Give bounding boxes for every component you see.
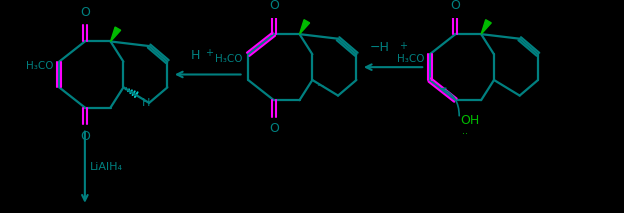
- Text: LiAlH₄: LiAlH₄: [90, 162, 124, 172]
- Polygon shape: [300, 20, 310, 34]
- Text: −H: −H: [369, 41, 389, 54]
- Text: OH: OH: [460, 114, 479, 127]
- Text: H₃CO: H₃CO: [26, 61, 54, 71]
- Polygon shape: [110, 27, 120, 42]
- Text: ··: ··: [462, 130, 468, 140]
- Text: H: H: [142, 98, 150, 108]
- Text: O: O: [269, 0, 279, 12]
- FancyArrowPatch shape: [442, 88, 459, 116]
- Text: ⁻: ⁻: [316, 82, 323, 96]
- Text: H₃CO: H₃CO: [397, 54, 424, 64]
- Text: O: O: [269, 122, 279, 135]
- Text: H: H: [191, 49, 200, 62]
- Text: O: O: [80, 130, 90, 142]
- Text: +: +: [205, 48, 213, 58]
- Text: H₃CO: H₃CO: [215, 54, 243, 64]
- Text: O: O: [451, 0, 461, 12]
- Polygon shape: [481, 20, 491, 34]
- Text: O: O: [80, 6, 90, 19]
- Text: +: +: [399, 41, 407, 51]
